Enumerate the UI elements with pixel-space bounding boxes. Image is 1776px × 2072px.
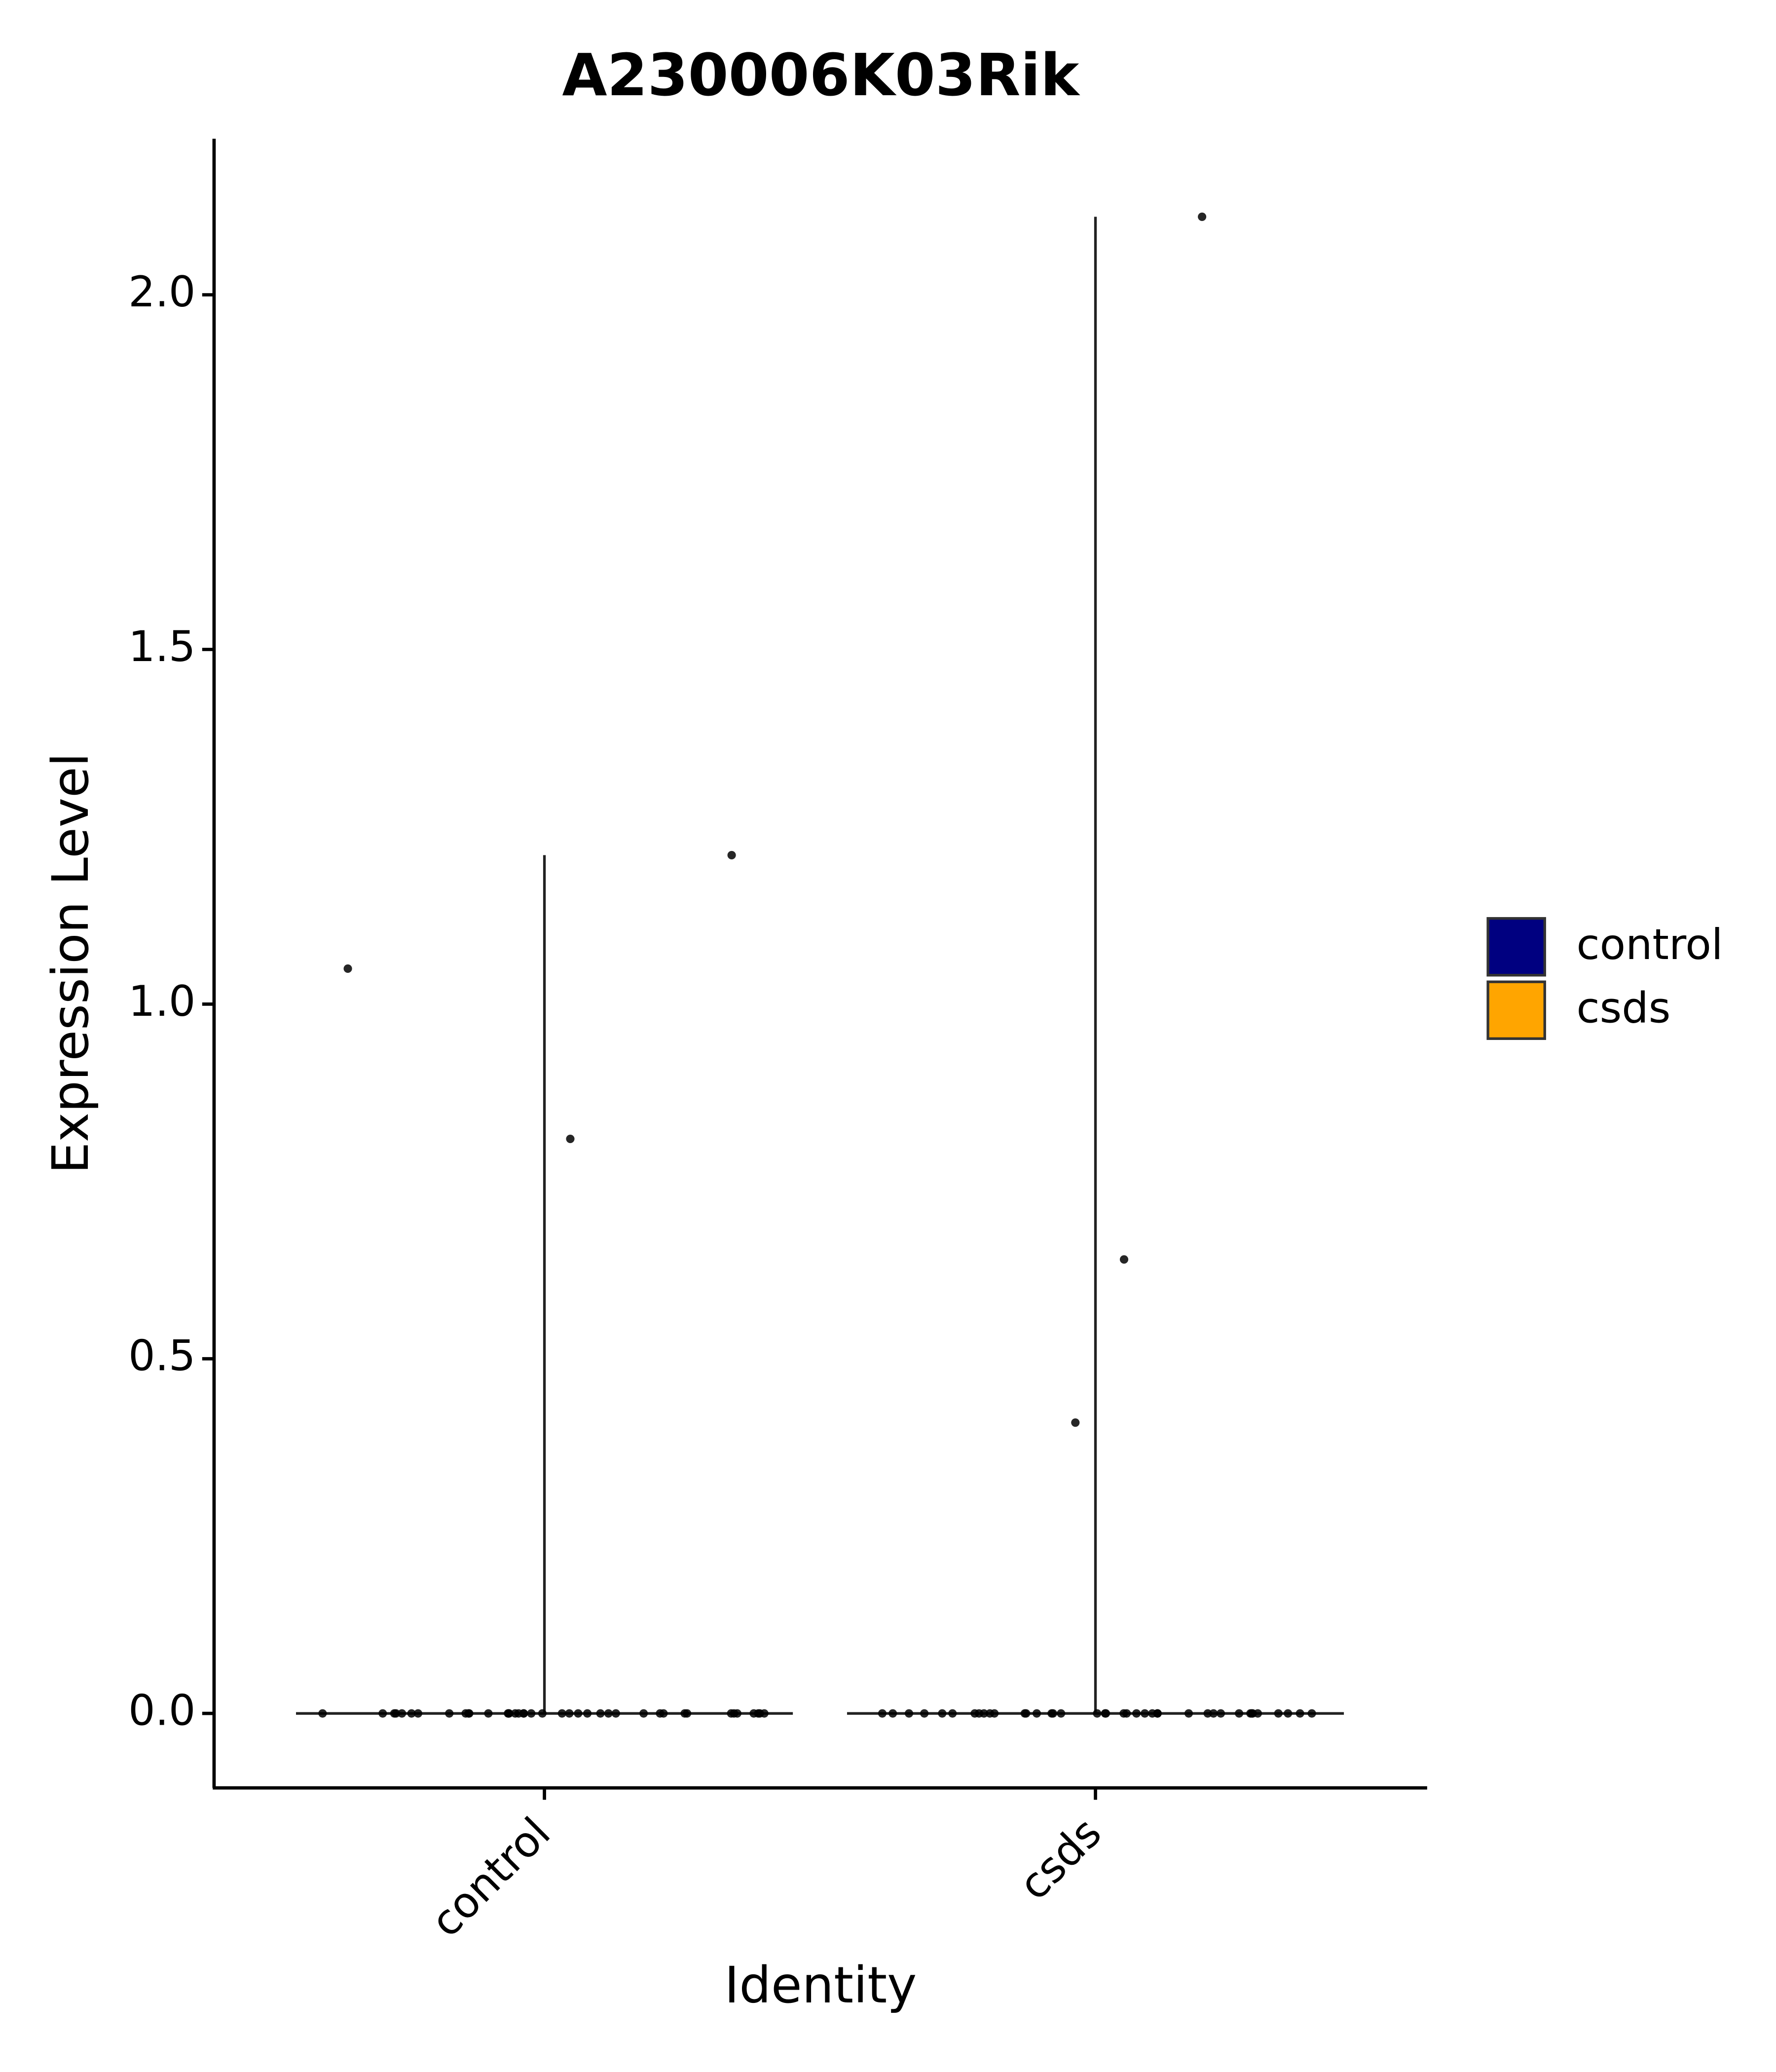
data-point: [583, 1709, 592, 1718]
data-point: [1235, 1709, 1244, 1718]
data-point: [1093, 1709, 1102, 1718]
data-point: [557, 1709, 566, 1718]
data-point: [1198, 212, 1207, 221]
data-point: [1022, 1709, 1031, 1718]
data-point: [985, 1709, 995, 1718]
data-point: [519, 1709, 528, 1718]
data-point: [1032, 1709, 1041, 1718]
y-axis-title: Expression Level: [42, 753, 100, 1174]
data-point: [659, 1709, 668, 1718]
data-point: [504, 1709, 513, 1718]
data-point: [1209, 1709, 1218, 1718]
data-point: [390, 1709, 399, 1718]
data-point: [565, 1709, 574, 1718]
y-tick-label: 0.5: [128, 1332, 195, 1381]
data-point: [574, 1709, 583, 1718]
data-point: [1101, 1709, 1110, 1718]
chart-title: A230006K03Rik: [562, 41, 1080, 109]
y-tick-label: 2.0: [128, 267, 195, 317]
data-point: [1248, 1709, 1257, 1718]
data-point: [878, 1709, 887, 1718]
data-point: [904, 1709, 914, 1718]
data-point: [343, 964, 352, 973]
data-point: [1122, 1709, 1131, 1718]
y-tick-label: 0.0: [128, 1686, 195, 1736]
data-point: [318, 1709, 327, 1718]
data-point: [1295, 1709, 1304, 1718]
x-axis-title: Identity: [724, 1957, 917, 2015]
data-point: [484, 1709, 493, 1718]
data-point: [1071, 1418, 1080, 1427]
data-point: [754, 1709, 763, 1718]
data-point: [727, 1709, 736, 1718]
data-point: [1284, 1709, 1293, 1718]
data-point: [378, 1709, 387, 1718]
data-point: [538, 1709, 547, 1718]
data-point: [1307, 1709, 1316, 1718]
data-point: [938, 1709, 947, 1718]
data-point: [888, 1709, 897, 1718]
data-point: [1184, 1709, 1193, 1718]
legend-swatch: [1486, 917, 1546, 977]
data-point: [1048, 1709, 1057, 1718]
legend-label: csds: [1577, 984, 1671, 1033]
data-point: [611, 1709, 620, 1718]
x-tick-label: control: [421, 1808, 560, 1947]
data-point: [979, 1709, 989, 1718]
data-point: [1274, 1709, 1283, 1718]
data-point: [948, 1709, 957, 1718]
data-point: [727, 851, 736, 859]
data-point: [639, 1709, 648, 1718]
x-tick-label: csds: [1009, 1808, 1111, 1910]
data-point: [566, 1134, 575, 1144]
data-point: [511, 1709, 519, 1718]
data-point: [970, 1709, 979, 1718]
data-point: [1140, 1709, 1149, 1718]
legend-swatch: [1486, 980, 1546, 1040]
data-point: [407, 1709, 416, 1718]
legend-label: control: [1577, 920, 1723, 969]
violin: [847, 217, 1344, 1715]
data-point: [1057, 1709, 1066, 1718]
data-point: [1153, 1709, 1162, 1718]
data-point: [596, 1709, 605, 1718]
y-tick-label: 1.5: [128, 622, 195, 671]
data-point: [527, 1709, 536, 1718]
data-point: [733, 1709, 741, 1718]
data-point: [1132, 1709, 1141, 1718]
data-point: [1119, 1255, 1129, 1264]
violin: [296, 855, 793, 1715]
data-point: [920, 1709, 929, 1718]
data-point: [1216, 1709, 1225, 1718]
y-tick-label: 1.0: [128, 977, 195, 1026]
data-point: [445, 1709, 454, 1718]
data-point: [680, 1709, 689, 1718]
data-point: [604, 1709, 613, 1718]
data-point: [413, 1709, 423, 1718]
data-point: [465, 1709, 474, 1718]
data-point: [398, 1709, 407, 1718]
